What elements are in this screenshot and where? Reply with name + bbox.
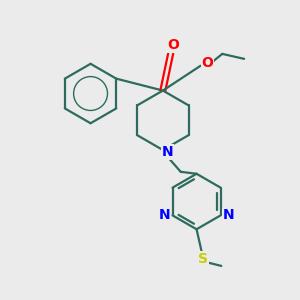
Text: N: N [162, 145, 174, 159]
Text: N: N [223, 208, 234, 222]
Text: O: O [167, 38, 179, 52]
Text: O: O [202, 56, 213, 70]
Text: N: N [159, 208, 170, 222]
Text: S: S [199, 252, 208, 266]
